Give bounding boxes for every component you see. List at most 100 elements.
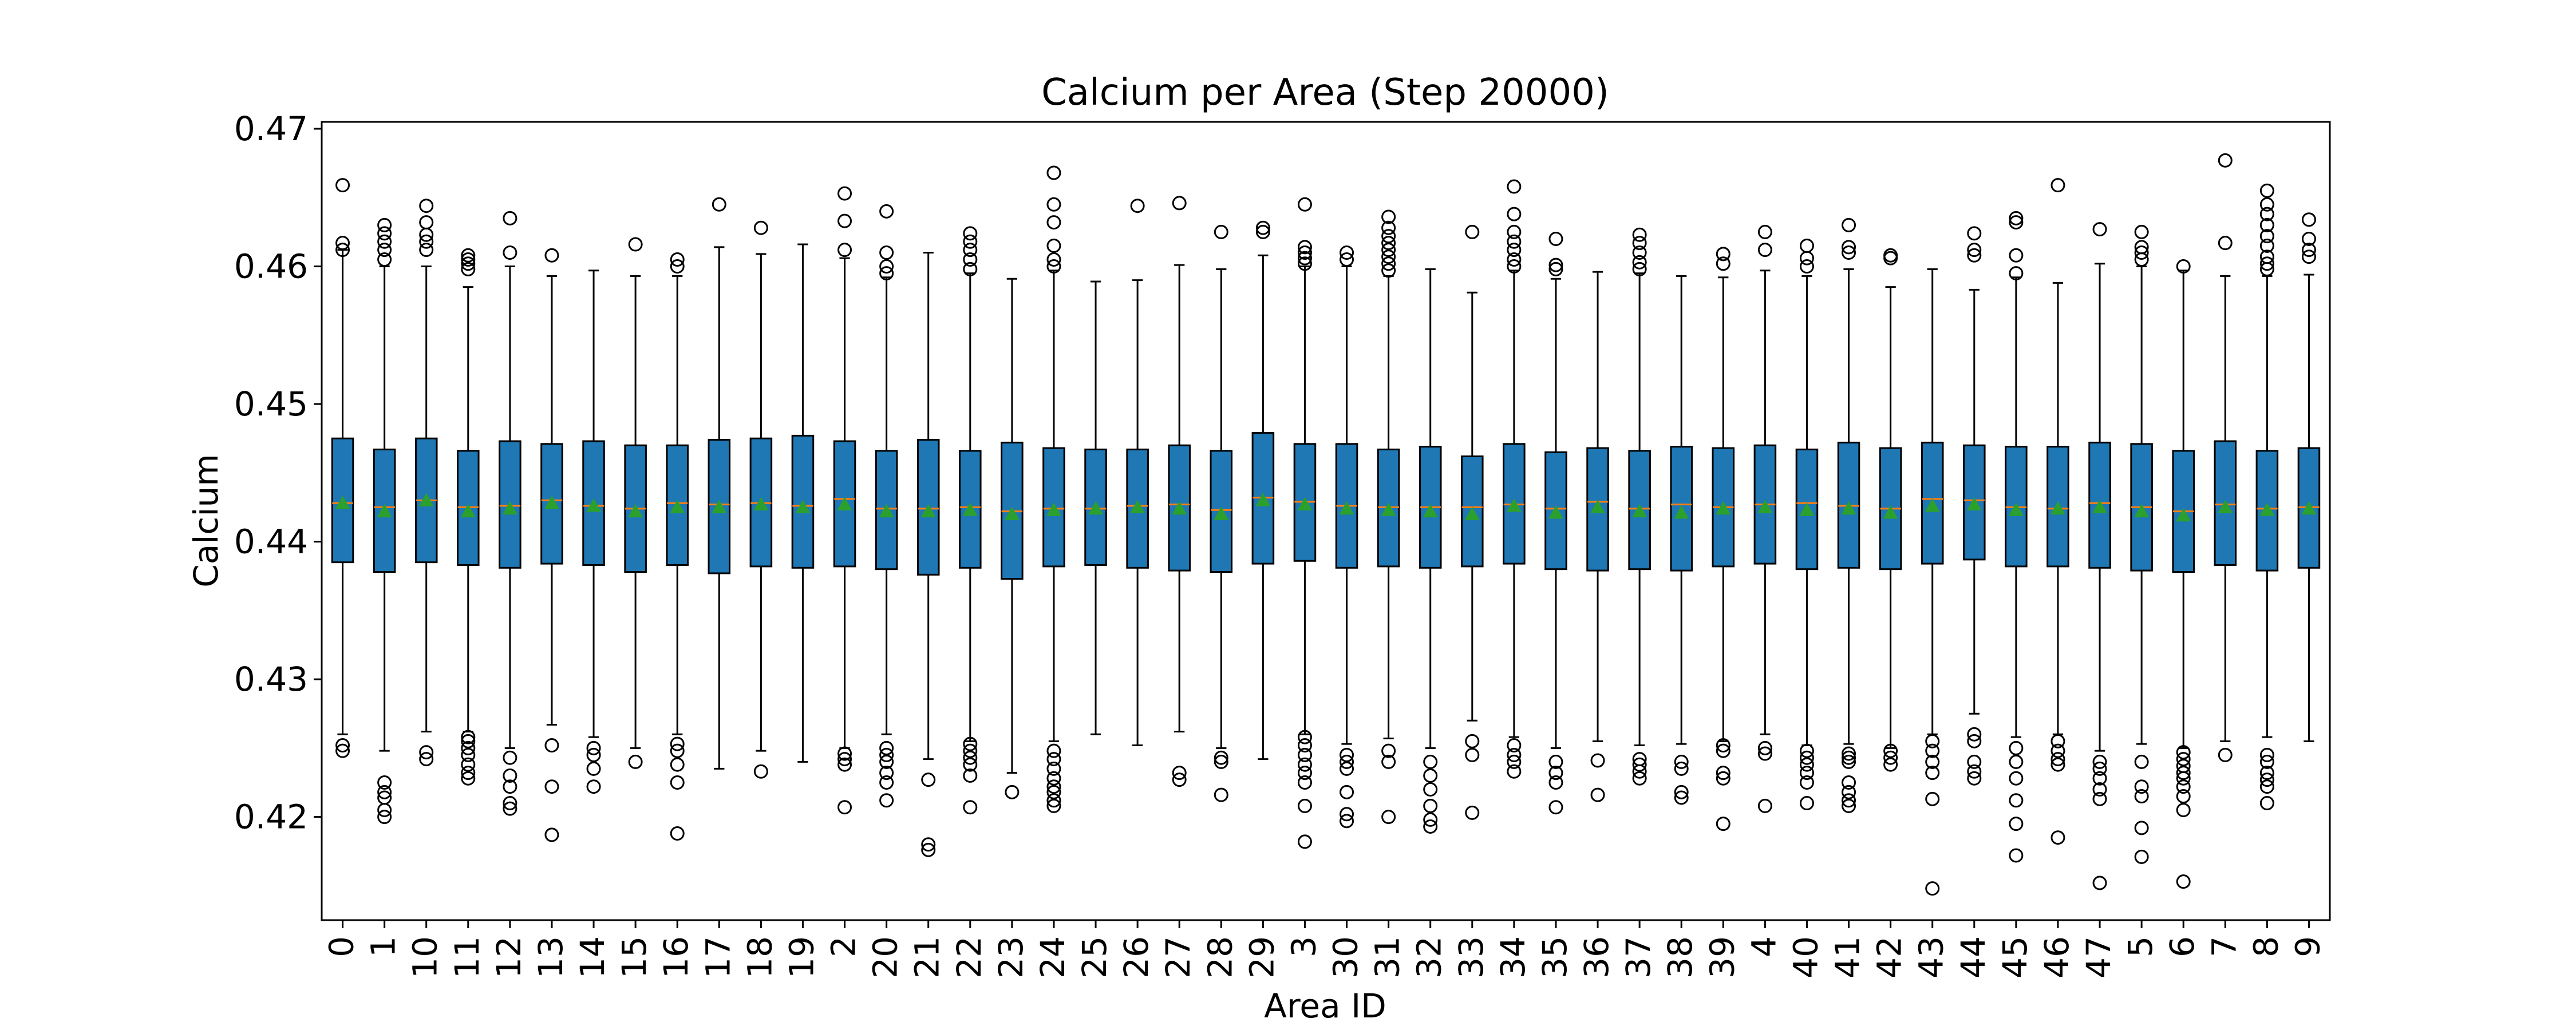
box-flier [1046,215,1061,230]
box-flier [1046,165,1061,180]
box-mean-marker [1966,497,1982,511]
box-mean-marker [335,496,350,509]
box-flier [461,256,476,271]
box-flier [2176,874,2191,889]
box-flier [2259,207,2274,221]
box-flier [2259,183,2274,198]
box-flier [2259,229,2274,244]
box-flier [1883,743,1898,758]
box-flier [670,775,685,790]
box-flier [419,234,434,249]
box-flier [879,793,894,808]
box-flier [1842,217,1856,232]
box-flier [1925,734,1940,748]
box-flier [503,245,517,260]
box-flier [544,248,559,263]
box-flier [1716,766,1730,781]
box-flier [586,740,601,755]
box-mean-marker [1464,506,1480,520]
box-flier [837,752,852,767]
x-tick-label: 36 [1577,936,1616,978]
box-flier [2259,796,2274,811]
box-flier [544,738,559,753]
box-flier [1297,747,1312,762]
box-flier [2259,772,2274,787]
box-flier [1757,243,1772,258]
y-tick-label: 0.47 [234,109,308,148]
box-flier [1046,752,1061,767]
box-flier [2009,754,2024,769]
box-flier [2259,256,2274,271]
box-flier [419,752,434,767]
x-tick-label: 23 [991,936,1030,978]
box-flier [2009,848,2024,863]
box-flier [1381,263,1396,278]
box-flier [1340,245,1354,260]
box-flier [2259,766,2274,781]
box-flier [837,186,852,201]
box-flier [1548,800,1563,815]
box-flier [2050,757,2065,772]
box-flier [1465,224,1480,239]
box-flier [1883,248,1898,263]
box-mean-marker [2259,502,2275,516]
box-flier [1632,236,1647,251]
box-flier [670,826,685,841]
box-flier [1340,807,1354,822]
box-mean-marker [1548,505,1563,519]
x-tick-label: 46 [2037,936,2076,978]
box-flier [461,766,476,781]
box-flier [1632,245,1647,260]
box-flier [1297,775,1312,790]
box-flier [503,796,517,811]
box-flier [1674,785,1689,799]
box-flier [2009,266,2024,281]
box-flier [1297,197,1312,212]
x-tick-label: 47 [2079,936,2118,978]
box-flier [2009,211,2024,225]
box-flier [1297,251,1312,266]
x-tick-label: 35 [1535,936,1574,978]
box-flier [1842,798,1856,813]
box-flier [1925,743,1940,758]
box-flier [544,827,559,842]
box-flier [1340,754,1354,769]
box-flier [2176,766,2191,781]
box-flier [2092,754,2107,769]
box-flier [963,252,978,267]
box-flier [2134,754,2149,769]
box-flier [1548,231,1563,246]
box-flier [2009,740,2024,755]
box-flier [670,252,685,267]
box-mean-marker [1883,505,1898,519]
box-flier [1548,258,1563,272]
box-flier [1214,224,1228,239]
box-flier [419,215,434,230]
box-flier [377,785,392,799]
box-flier [2009,817,2024,831]
x-tick-label: 17 [698,936,737,978]
box-flier [2176,259,2191,274]
x-tick-label: 10 [406,936,445,978]
box-flier [461,771,476,786]
box-flier [1967,764,1982,779]
x-tick-label: 15 [615,936,654,978]
x-tick-label: 26 [1117,936,1156,978]
box-flier [2092,876,2107,890]
x-tick-label: 42 [1870,936,1909,978]
box-flier [1842,754,1856,769]
box-flier [2050,752,2065,767]
box-flier [2092,771,2107,786]
box-flier [1046,238,1061,253]
plot-area: 0.42 0.43 0.44 0.45 0.46 0.47 0 1 10 11 12 13 14 15 16… [234,109,2328,978]
box-flier [670,736,685,751]
box-flier [2009,771,2024,786]
box-flier [1842,785,1856,799]
box-flier [586,747,601,762]
box-flier [1340,747,1354,762]
box-flier [1046,252,1061,267]
x-tick-label: 0 [322,936,361,957]
y-tick-label: 0.45 [234,385,308,423]
box-flier [1046,771,1061,786]
